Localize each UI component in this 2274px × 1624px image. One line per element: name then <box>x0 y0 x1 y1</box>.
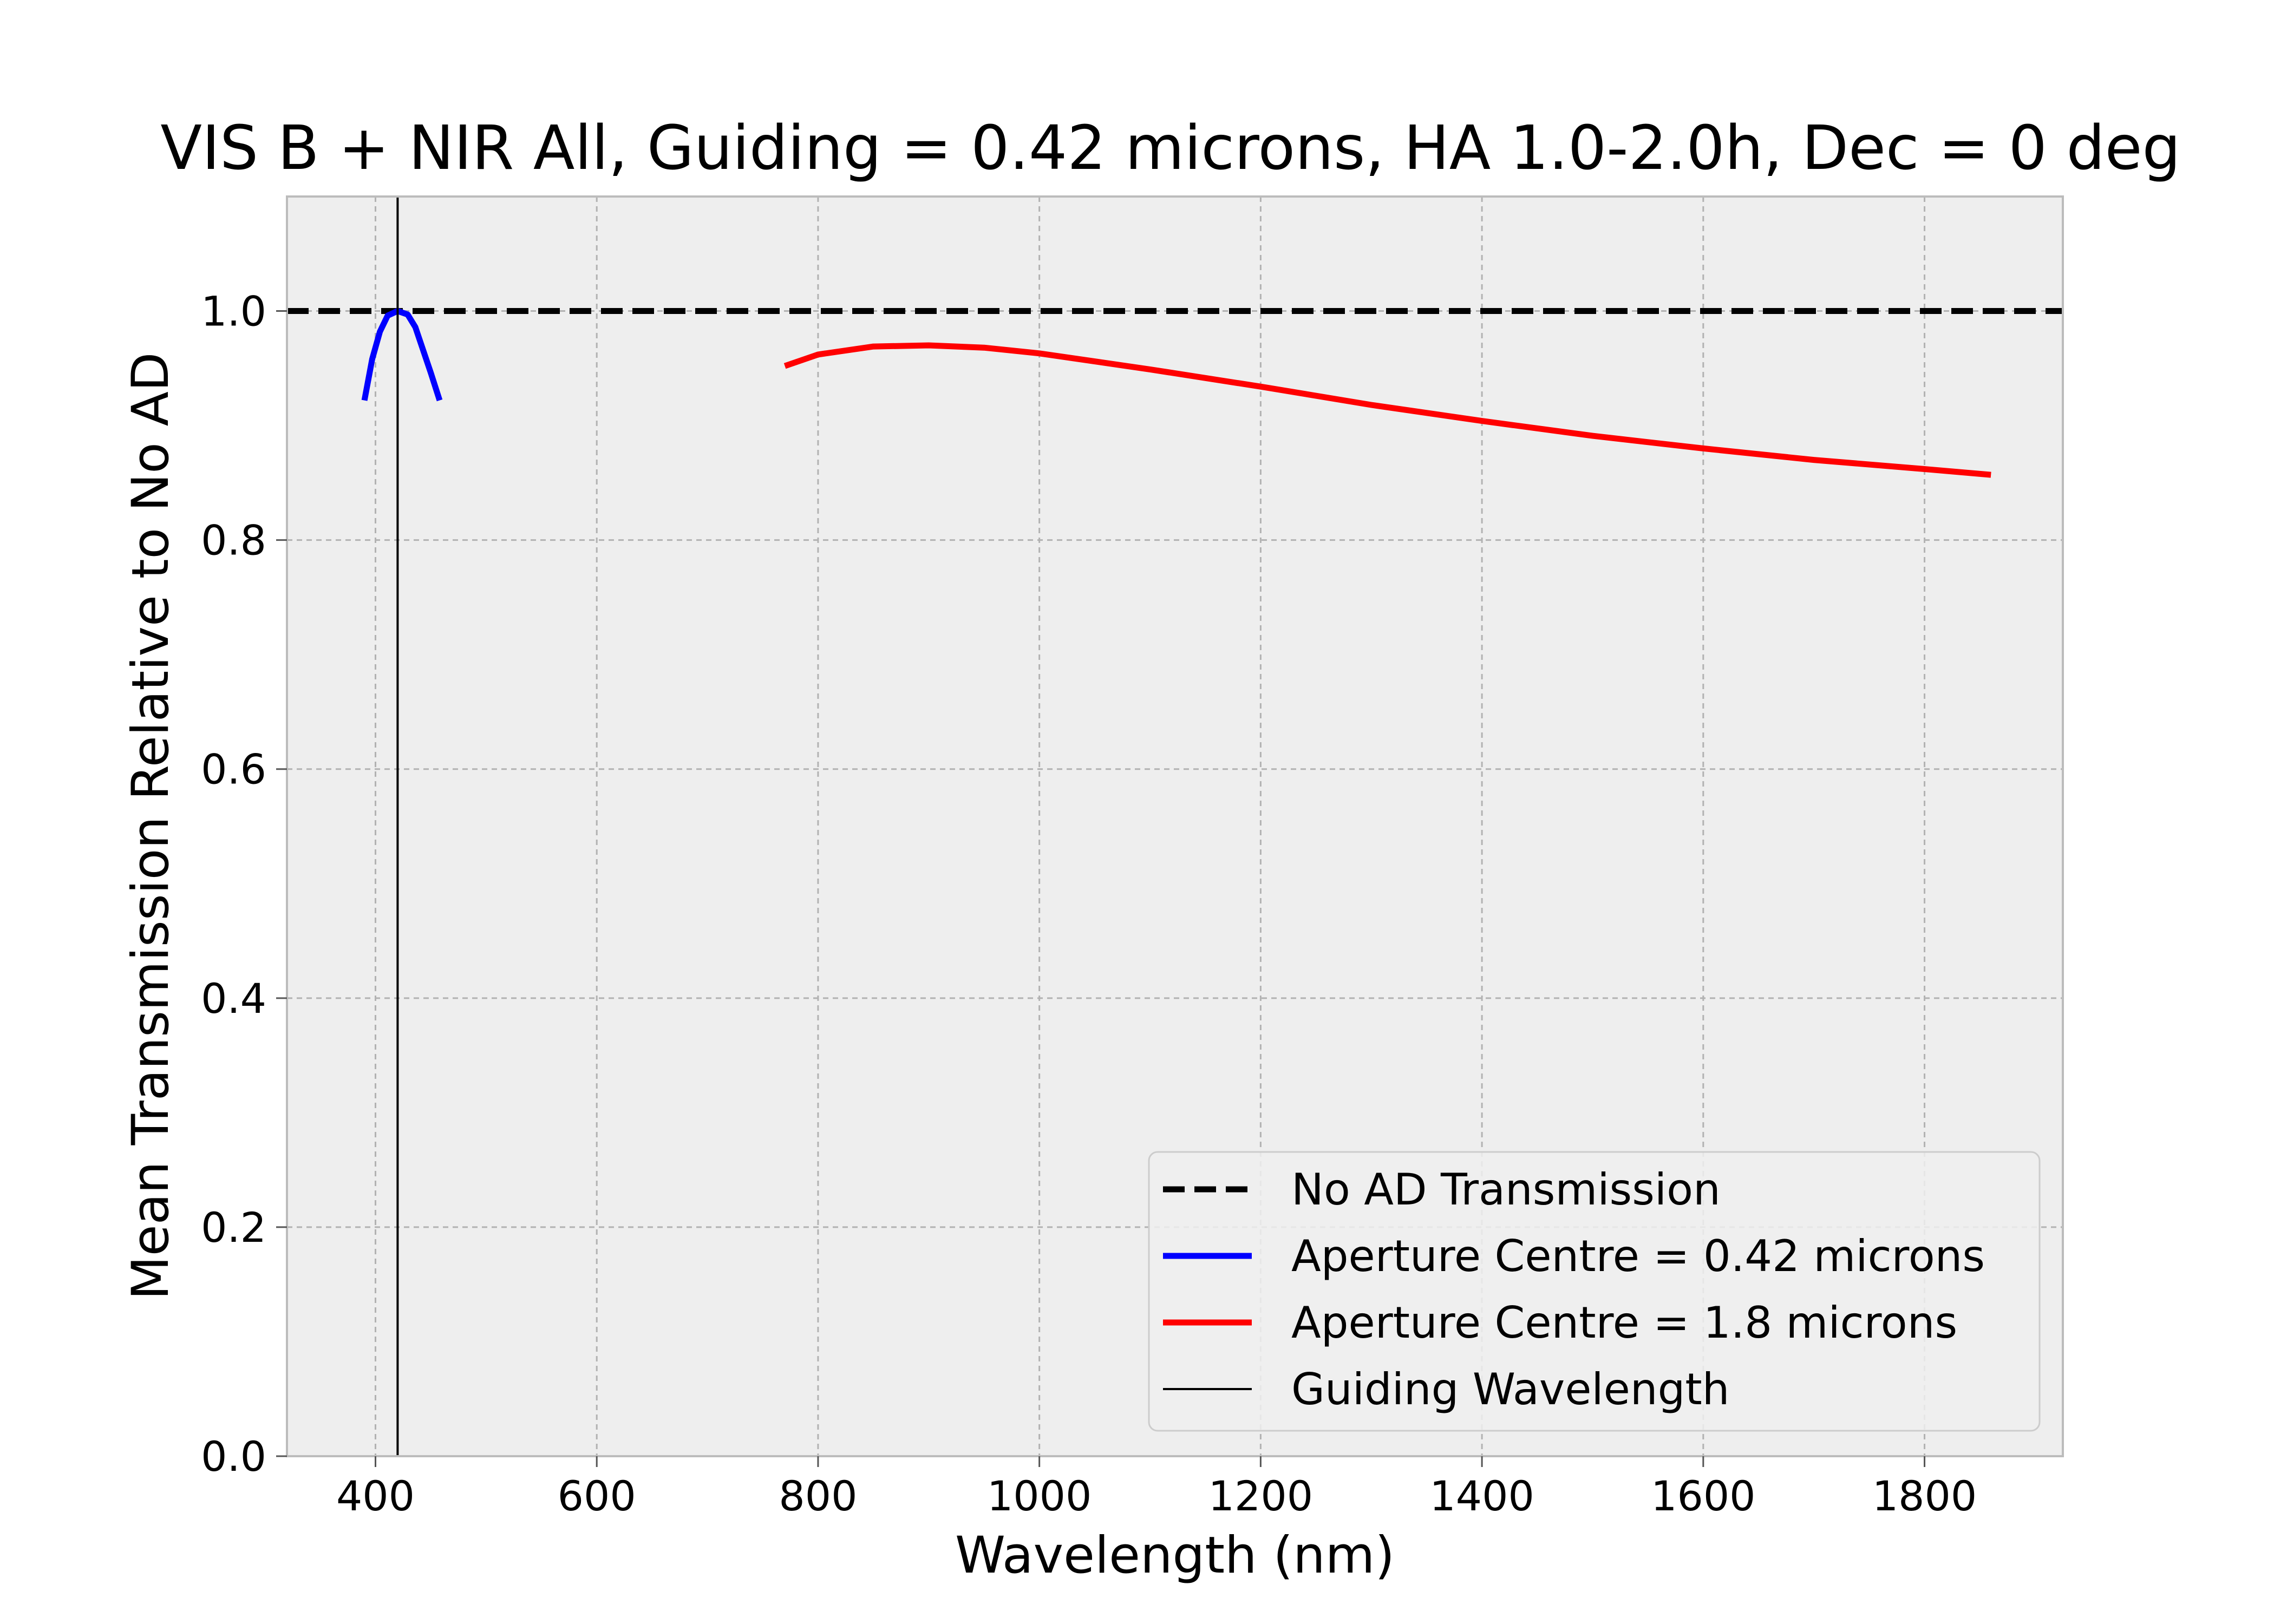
legend-label-0: No AD Transmission <box>1291 1164 1721 1215</box>
y-tick-label: 0.6 <box>201 745 266 794</box>
x-tick-label: 1400 <box>1429 1472 1534 1520</box>
y-tick-label: 1.0 <box>201 287 266 336</box>
x-tick-label: 1200 <box>1208 1472 1313 1520</box>
x-tick-label: 600 <box>558 1472 636 1520</box>
x-tick-label: 1800 <box>1872 1472 1977 1520</box>
legend-label-3: Guiding Wavelength <box>1291 1364 1729 1415</box>
y-tick-label: 0.4 <box>201 974 266 1023</box>
plot-frame <box>286 195 2064 1457</box>
series-2-line <box>783 342 1991 478</box>
legend: No AD Transmission Aperture Centre = 0.42… <box>1148 1151 2041 1432</box>
legend-box <box>1148 1151 2041 1432</box>
x-tick-label: 1000 <box>987 1472 1092 1520</box>
series-1-line <box>361 308 443 402</box>
y-tick-label: 0.2 <box>201 1203 266 1252</box>
x-tick-label: 400 <box>336 1472 415 1520</box>
series-layer <box>287 197 2063 1456</box>
x-tick-label: 1600 <box>1651 1472 1755 1520</box>
y-tick-label: 0.0 <box>201 1432 266 1481</box>
x-tick-label: 800 <box>779 1472 857 1520</box>
y-axis-label: Mean Transmission Relative to No AD <box>121 352 180 1300</box>
legend-label-1: Aperture Centre = 0.42 microns <box>1291 1231 1985 1281</box>
x-axis-ticks: 400 600 800 1000 1200 1400 1600 1800 <box>336 1456 1977 1520</box>
y-tick-label: 0.8 <box>201 516 266 565</box>
x-axis-label: Wavelength (nm) <box>955 1526 1395 1585</box>
y-axis-ticks: 0.0 0.2 0.4 0.6 0.8 1.0 <box>201 287 287 1481</box>
chart-title: VIS B + NIR All, Guiding = 0.42 microns,… <box>160 113 2180 184</box>
legend-label-2: Aperture Centre = 1.8 microns <box>1291 1298 1957 1348</box>
